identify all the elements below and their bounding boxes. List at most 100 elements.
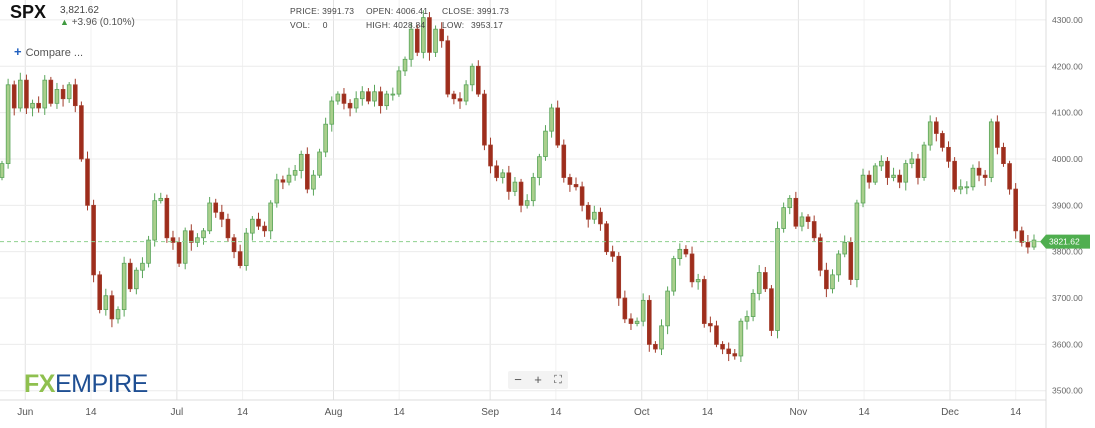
candle-up (500, 172, 506, 178)
candle-down (714, 325, 719, 345)
candle-up (744, 316, 750, 322)
candle-up (433, 28, 438, 53)
y-tick-label: 3500.00 (1052, 386, 1083, 396)
open-value: 4006.41 (396, 6, 429, 16)
candle-up (140, 262, 145, 271)
candle-up (756, 272, 762, 294)
candle-down (769, 288, 774, 331)
candle-down (176, 241, 182, 264)
candle-down (127, 262, 133, 290)
candles (0, 10, 1037, 362)
candle-up (1031, 239, 1037, 248)
candle-down (763, 272, 768, 290)
candle-down (347, 102, 353, 109)
candle-up (677, 248, 683, 260)
candle-down (72, 84, 78, 107)
candle-down (231, 237, 237, 253)
high-key: HIGH: (366, 20, 391, 30)
candle-down (189, 230, 194, 243)
candle-up (634, 320, 640, 324)
candle-up (592, 211, 597, 220)
candle-up (860, 174, 866, 204)
candle-down (378, 91, 383, 107)
candle-up (182, 230, 188, 264)
candle-up (195, 237, 200, 243)
candle-down (341, 93, 347, 104)
candle-up (268, 202, 273, 232)
price-change-value: +3.96 (0.10%) (71, 17, 135, 28)
candle-down (262, 225, 267, 232)
candle-down (225, 218, 231, 239)
high-value: 4028.84 (393, 20, 426, 30)
candle-up (158, 197, 164, 202)
ohlc-col-2: OPEN: 4006.41 HIGH: 4028.84 (366, 6, 428, 30)
x-tick-label: Dec (941, 407, 959, 418)
candle-up (207, 202, 212, 232)
candle-down (598, 211, 603, 225)
candle-up (787, 197, 793, 209)
candle-up (421, 17, 426, 53)
y-axis: 3500.00 3600.00 3700.00 3800.00 3900.00 4000.… (1045, 0, 1083, 428)
candle-down (622, 297, 628, 320)
candle-up (18, 79, 23, 109)
logo-empire: EMPIRE (54, 370, 148, 398)
compare-label: Compare ... (25, 47, 84, 59)
candle-down (708, 323, 713, 327)
x-tick-label: 14 (237, 407, 249, 418)
compare-button[interactable]: + Compare ... (14, 44, 83, 59)
symbol-label: SPX (10, 2, 47, 22)
candle-up (537, 156, 542, 178)
candle-up (665, 290, 670, 327)
candle-up (54, 89, 60, 104)
candle-down (451, 93, 457, 100)
candle-down (60, 89, 66, 100)
candle-up (402, 58, 408, 72)
zoom-controls: − + ⛶ (508, 371, 568, 389)
candle-down (885, 160, 890, 178)
candle-down (1025, 241, 1031, 248)
candle-up (323, 123, 328, 153)
candle-down (646, 299, 652, 345)
candle-down (482, 93, 487, 146)
x-tick-label: 14 (394, 407, 406, 418)
candle-up (695, 279, 701, 283)
vol-key: VOL: (290, 20, 311, 30)
y-tick-label: 4200.00 (1052, 61, 1083, 71)
x-tick-label: 14 (85, 407, 97, 418)
candle-up (134, 269, 139, 290)
candle-down (439, 28, 444, 42)
candle-down (213, 202, 219, 213)
price-value: 3991.73 (322, 6, 355, 16)
candle-up (30, 102, 35, 109)
candle-down (952, 160, 957, 190)
y-tick-label: 4300.00 (1052, 15, 1083, 25)
zoom-in-button[interactable]: + (534, 372, 542, 387)
candle-down (445, 40, 451, 95)
plus-icon: + (14, 44, 22, 59)
fxempire-logo: FXEMPIRE (24, 370, 148, 399)
candle-up (659, 325, 664, 350)
candle-up (640, 299, 646, 322)
candle-up (372, 91, 377, 102)
candle-down (109, 295, 115, 320)
candle-down (414, 28, 420, 53)
candle-down (940, 133, 945, 148)
candle-down (897, 174, 902, 183)
y-tick-label: 3600.00 (1052, 339, 1083, 349)
candle-down (1001, 146, 1006, 164)
candle-up (524, 200, 530, 206)
candle-down (85, 158, 90, 206)
candle-down (976, 167, 982, 176)
candle-down (573, 184, 579, 188)
zoom-out-button[interactable]: − (514, 372, 522, 387)
candle-down (488, 144, 493, 167)
x-tick-label: Nov (789, 407, 807, 418)
close-value: 3991.73 (476, 6, 510, 16)
fullscreen-button[interactable]: ⛶ (554, 374, 562, 386)
candle-down (567, 177, 573, 185)
y-tick-label: 3700.00 (1052, 293, 1083, 303)
candle-up (970, 167, 976, 188)
candle-down (628, 318, 634, 324)
candle-up (121, 262, 127, 311)
candle-down (653, 343, 658, 350)
